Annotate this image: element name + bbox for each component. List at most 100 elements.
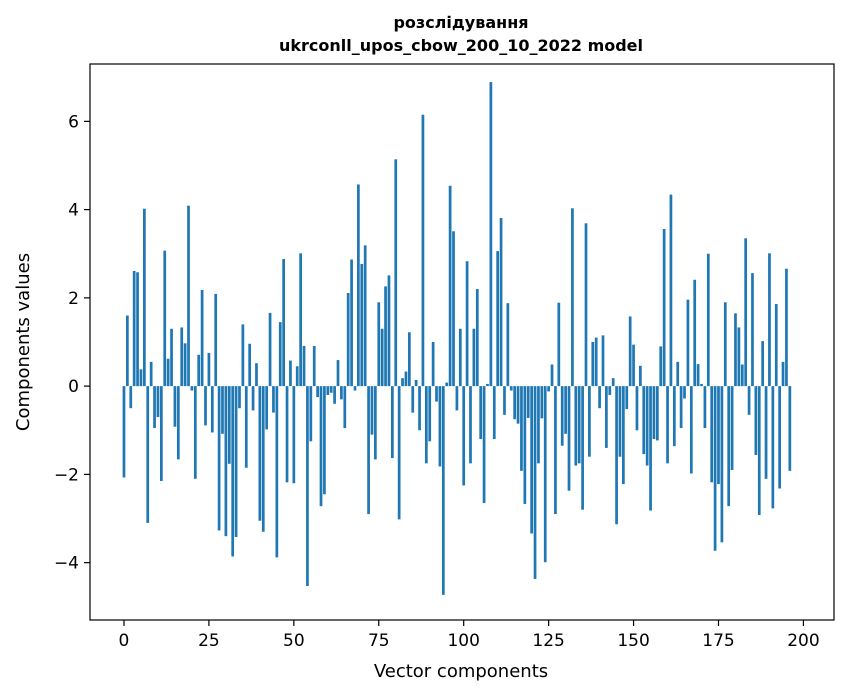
bar-73 (370, 386, 374, 435)
bar-153 (642, 386, 646, 455)
bar-195 (785, 268, 788, 387)
bar-64 (340, 386, 343, 400)
bar-120 (530, 386, 533, 534)
bar-74 (374, 386, 377, 460)
y-tick-label: −4 (54, 554, 79, 574)
bar-7 (146, 386, 150, 523)
bar-90 (428, 386, 432, 442)
bar-0 (122, 386, 126, 478)
bar-150 (632, 344, 635, 387)
y-tick-label: −2 (54, 465, 79, 485)
bar-124 (543, 386, 547, 563)
bar-102 (469, 386, 472, 464)
bar-22 (197, 354, 201, 387)
bar-118 (523, 386, 527, 504)
bar-163 (676, 361, 680, 387)
bar-32 (231, 386, 235, 557)
bar-113 (506, 303, 510, 387)
bar-6 (143, 208, 146, 387)
bar-191 (771, 386, 775, 509)
x-tick-label: 200 (787, 631, 819, 651)
bar-177 (723, 302, 727, 387)
bar-48 (285, 386, 289, 483)
bar-58 (319, 386, 323, 507)
bar-119 (526, 386, 530, 418)
bar-26 (210, 386, 214, 433)
bar-71 (363, 245, 367, 387)
bar-11 (159, 386, 163, 481)
bar-60 (326, 386, 330, 395)
bar-131 (567, 386, 571, 491)
bar-152 (639, 365, 642, 387)
bar-127 (554, 386, 557, 515)
bar-171 (703, 386, 707, 429)
bar-40 (258, 386, 262, 521)
bar-51 (295, 366, 299, 387)
bar-69 (357, 184, 360, 387)
bar-72 (367, 386, 370, 515)
bar-157 (655, 386, 659, 441)
bar-156 (652, 386, 656, 440)
x-tick-label: 50 (283, 631, 305, 651)
bar-77 (384, 286, 387, 387)
bar-125 (547, 386, 550, 392)
bar-2 (129, 386, 133, 409)
bar-63 (336, 360, 340, 387)
bar-46 (278, 322, 282, 387)
bar-88 (421, 114, 425, 387)
y-axis-label: Components values (13, 253, 34, 431)
bar-144 (611, 378, 615, 387)
bar-143 (608, 386, 612, 395)
bar-172 (706, 253, 710, 387)
bar-176 (720, 386, 724, 543)
chart-title-line-1: розслідування (393, 13, 528, 32)
bar-1 (126, 315, 129, 387)
bar-169 (696, 364, 700, 387)
bar-190 (768, 253, 771, 387)
bar-39 (255, 363, 258, 387)
bar-148 (625, 386, 629, 410)
bar-86 (414, 379, 418, 387)
bar-20 (190, 386, 194, 391)
bar-193 (778, 386, 781, 489)
bar-14 (170, 328, 173, 387)
bar-68 (353, 386, 357, 391)
bar-100 (462, 386, 466, 486)
bar-55 (309, 386, 313, 442)
bar-139 (594, 337, 598, 387)
bar-145 (615, 386, 618, 525)
bar-110 (496, 251, 500, 387)
x-tick-label: 150 (617, 631, 649, 651)
bar-99 (458, 328, 462, 387)
bar-136 (584, 223, 588, 387)
bar-50 (292, 386, 296, 484)
bar-84 (407, 332, 411, 387)
bar-116 (516, 386, 520, 424)
bar-181 (737, 327, 741, 387)
bar-23 (200, 289, 204, 387)
bar-114 (509, 386, 513, 391)
bar-9 (153, 386, 156, 429)
bar-183 (744, 238, 748, 387)
bar-59 (323, 386, 326, 495)
bar-92 (435, 386, 438, 402)
bar-3 (132, 270, 136, 387)
bar-83 (404, 371, 408, 387)
bar-56 (312, 345, 316, 387)
bar-121 (533, 386, 537, 579)
plot-frame (89, 63, 835, 621)
bar-154 (645, 386, 649, 466)
bar-42 (265, 386, 269, 430)
bar-95 (445, 382, 449, 387)
bar-170 (700, 383, 703, 387)
bar-194 (781, 361, 785, 387)
bar-5 (139, 369, 143, 387)
bar-160 (666, 386, 669, 464)
bar-52 (299, 253, 302, 387)
bar-21 (193, 386, 197, 479)
bar-8 (149, 361, 153, 387)
bar-189 (764, 386, 768, 479)
bar-186 (754, 386, 758, 455)
bar-117 (520, 386, 523, 471)
bar-36 (244, 386, 248, 468)
